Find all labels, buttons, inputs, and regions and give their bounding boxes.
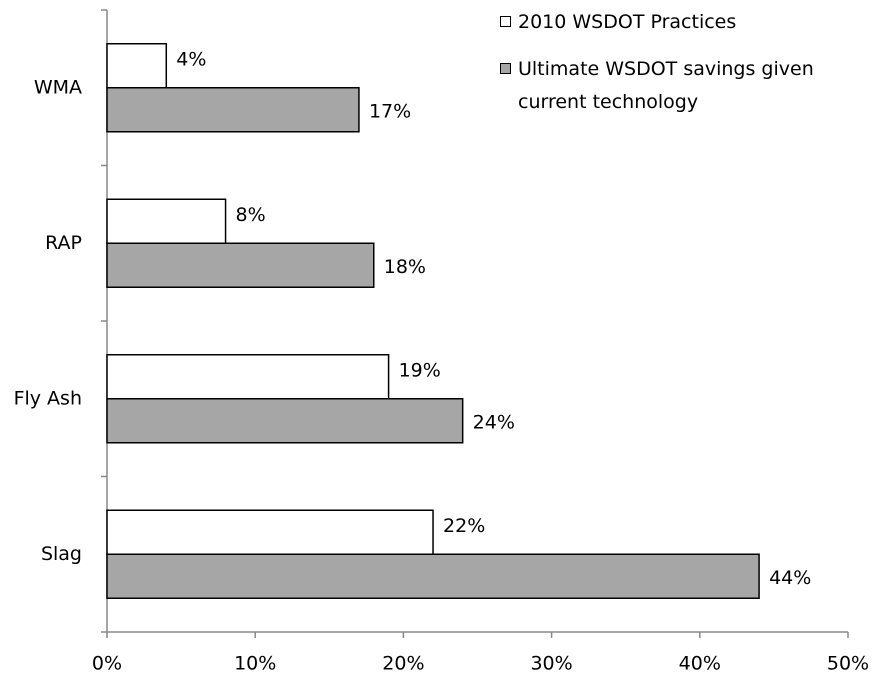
bar [106, 198, 227, 244]
bar [106, 43, 168, 89]
x-tick-label: 0% [92, 653, 122, 675]
y-tick-label: Slag [41, 543, 82, 565]
legend-item: 2010 WSDOT Practices [500, 6, 860, 39]
value-label: 8% [236, 204, 266, 226]
y-tick-label: Fly Ash [14, 387, 82, 409]
value-label: 17% [369, 100, 411, 122]
value-label: 22% [443, 515, 485, 537]
legend-item: Ultimate WSDOT savings given current tec… [500, 53, 860, 119]
x-tick-label: 50% [827, 653, 869, 675]
bar [106, 509, 434, 555]
value-label: 19% [399, 359, 441, 381]
value-label: 44% [769, 567, 811, 589]
bar [106, 553, 760, 599]
y-tick-label: WMA [34, 76, 82, 98]
legend: 2010 WSDOT Practices Ultimate WSDOT savin… [500, 6, 860, 133]
bar [106, 87, 360, 133]
legend-swatch [500, 63, 511, 74]
legend-label: Ultimate WSDOT savings given current tec… [518, 58, 814, 113]
x-tick-label: 40% [679, 653, 721, 675]
y-tick-label: RAP [45, 232, 82, 254]
value-label: 24% [473, 411, 515, 433]
bar [106, 398, 464, 444]
bar [106, 354, 390, 400]
value-label: 18% [384, 256, 426, 278]
x-tick-label: 10% [234, 653, 276, 675]
value-label: 4% [176, 48, 206, 70]
x-tick-label: 30% [530, 653, 572, 675]
legend-label: 2010 WSDOT Practices [518, 11, 737, 33]
legend-swatch [500, 16, 511, 27]
bar [106, 242, 375, 288]
x-tick-label: 20% [382, 653, 424, 675]
